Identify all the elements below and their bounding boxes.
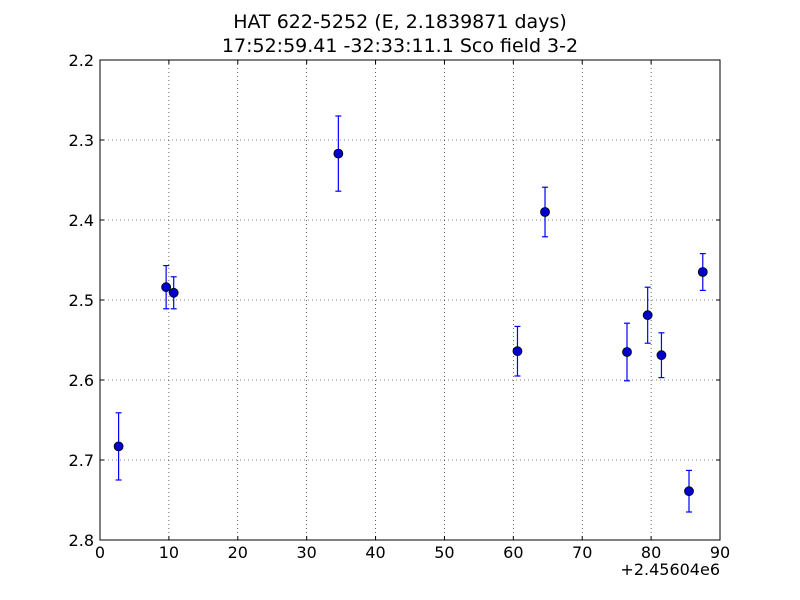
data-point — [656, 332, 667, 379]
x-tick-label: 70 — [572, 543, 592, 562]
x-tick-label: 30 — [296, 543, 316, 562]
data-point — [168, 276, 179, 310]
data-marker — [333, 148, 344, 159]
data-marker — [622, 347, 632, 357]
y-tick-label: 2.7 — [69, 451, 94, 470]
x-tick-label: 90 — [710, 543, 730, 562]
data-marker — [540, 207, 550, 217]
chart-title-line-1: HAT 622-5252 (E, 2.1839871 days) — [233, 11, 567, 33]
chart-title-line-2: 17:52:59.41 -32:33:11.1 Sco field 3-2 — [221, 35, 579, 57]
data-marker — [642, 310, 653, 321]
axis-ticks: 0 10 20 30 40 50 60 70 80 90 2.2 2.3 2.4 2.5 2.6 2.7 2.8 — [69, 51, 731, 562]
data-marker — [168, 287, 179, 298]
data-marker — [697, 267, 708, 277]
data-point — [512, 325, 523, 377]
data-marker — [161, 282, 172, 293]
x-tick-label: 40 — [365, 543, 385, 562]
x-tick-label: 20 — [228, 543, 248, 562]
data-point — [540, 186, 550, 238]
data-marker — [656, 350, 667, 361]
grid-lines — [100, 60, 720, 540]
data-point — [684, 469, 694, 513]
y-tick-label: 2.4 — [69, 211, 94, 230]
data-point — [333, 115, 344, 192]
data-point — [642, 286, 653, 344]
data-marker — [113, 441, 124, 452]
data-point — [161, 265, 172, 310]
data-marker — [684, 486, 694, 497]
y-tick-label: 2.8 — [69, 531, 94, 550]
data-marker — [512, 346, 523, 357]
x-tick-label: 0 — [95, 543, 105, 562]
y-tick-label: 2.2 — [69, 51, 94, 70]
x-tick-label: 10 — [159, 543, 179, 562]
x-axis-offset-label: +2.45604e6 — [620, 560, 720, 579]
data-point — [622, 322, 632, 382]
x-tick-label: 60 — [503, 543, 523, 562]
x-tick-label: 80 — [641, 543, 661, 562]
y-tick-label: 2.3 — [69, 131, 94, 150]
data-point — [113, 412, 124, 481]
x-tick-label: 50 — [434, 543, 454, 562]
data-series — [113, 115, 708, 513]
y-tick-label: 2.5 — [69, 291, 94, 310]
y-tick-label: 2.6 — [69, 371, 94, 390]
plot-frame — [99, 59, 721, 541]
data-point — [697, 253, 708, 291]
